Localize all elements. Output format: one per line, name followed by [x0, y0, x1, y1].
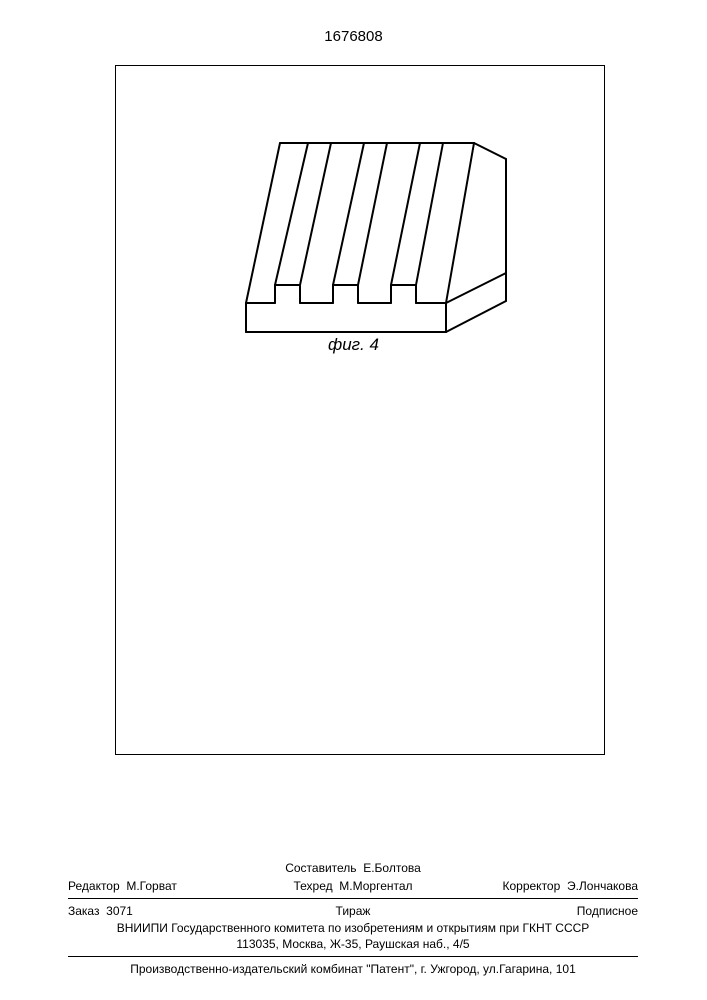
editor-name: М.Горват [126, 879, 177, 893]
subscription-label: Подписное [577, 904, 638, 918]
editor-label: Редактор [68, 879, 120, 893]
org-line-2: 113035, Москва, Ж-35, Раушская наб., 4/5 [68, 936, 638, 952]
tehred-name: М.Моргентал [339, 879, 412, 893]
corrector-label: Корректор [503, 879, 561, 893]
order-value: 3071 [106, 904, 133, 918]
press-line: Производственно-издательский комбинат "П… [68, 961, 638, 977]
divider-1 [68, 898, 638, 899]
compiler-label: Составитель [285, 861, 356, 875]
document-number: 1676808 [0, 28, 707, 45]
divider-2 [68, 956, 638, 957]
figure-caption: фиг. 4 [0, 335, 707, 355]
order-label: Заказ [68, 904, 99, 918]
compiler-name: Е.Болтова [363, 861, 421, 875]
corrector-name: Э.Лончакова [567, 879, 638, 893]
tehred-label: Техред [293, 879, 332, 893]
org-line-1: ВНИИПИ Государственного комитета по изоб… [68, 920, 638, 936]
tirazh-label: Тираж [336, 904, 371, 918]
colophon-block: Составитель Е.Болтова Редактор М.Горват … [68, 860, 638, 977]
